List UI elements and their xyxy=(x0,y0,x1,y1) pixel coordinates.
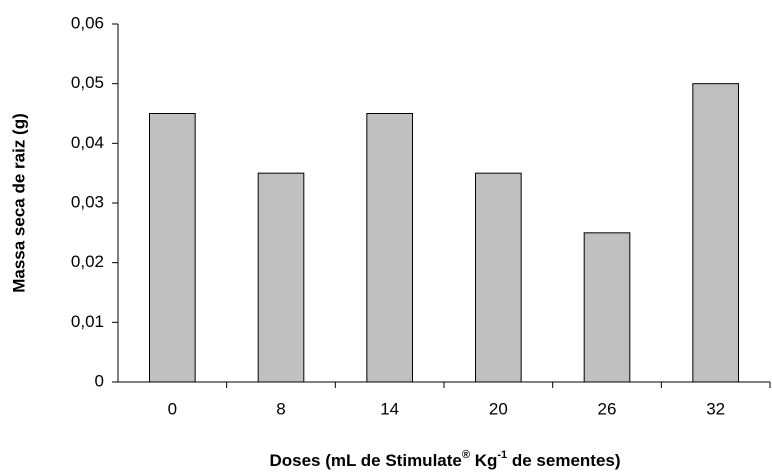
x-axis-title-part: Doses (mL de Stimulate xyxy=(269,451,461,470)
bar xyxy=(149,113,196,383)
x-tick-label: 26 xyxy=(598,399,617,418)
y-tick-label: 0,06 xyxy=(71,13,104,32)
x-tick-label: 0 xyxy=(168,399,177,418)
bar xyxy=(257,172,305,383)
y-tick-label: 0 xyxy=(95,371,104,390)
y-tick-label: 0,04 xyxy=(71,133,104,152)
y-tick-label: 0,01 xyxy=(71,312,104,331)
x-axis-title-part: Kg xyxy=(470,451,497,470)
bar xyxy=(366,113,413,383)
y-tick-label: 0,05 xyxy=(71,73,104,92)
x-tick-label: 32 xyxy=(706,399,725,418)
bar xyxy=(475,172,522,383)
x-axis-title-part: de sementes) xyxy=(507,451,620,470)
y-tick-label: 0,02 xyxy=(71,252,104,271)
x-tick-label: 8 xyxy=(276,399,285,418)
bar xyxy=(692,83,739,383)
x-axis-title: Doses (mL de Stimulate® Kg-1 de sementes… xyxy=(269,449,620,471)
y-tick-label: 0,03 xyxy=(71,192,104,211)
x-axis-title-sup: ® xyxy=(462,449,470,461)
x-axis-title-sup: -1 xyxy=(497,449,507,461)
x-tick-label: 14 xyxy=(380,399,399,418)
x-tick-label: 20 xyxy=(489,399,508,418)
y-axis-title: Massa seca de raiz (g) xyxy=(9,113,28,293)
bar xyxy=(583,232,631,383)
